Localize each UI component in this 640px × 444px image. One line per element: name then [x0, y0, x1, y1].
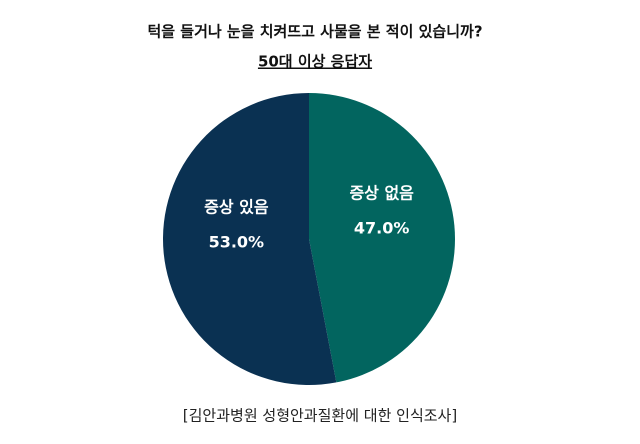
chart-subtitle: 50대 이상 응답자 — [258, 53, 372, 71]
source-note: [김안과병원 성형안과질환에 대한 인식조사] — [183, 407, 457, 425]
slice-label: 증상 없음 — [349, 184, 414, 203]
pie-slice — [309, 93, 456, 383]
slice-label: 증상 있음 — [204, 197, 269, 216]
pie-slice — [163, 93, 337, 385]
chart-title: 턱을 들거나 눈을 치켜뜨고 사물을 본 적이 있습니까? — [147, 23, 482, 41]
value-label: 53.0% — [209, 232, 265, 251]
value-label: 47.0% — [354, 219, 410, 238]
